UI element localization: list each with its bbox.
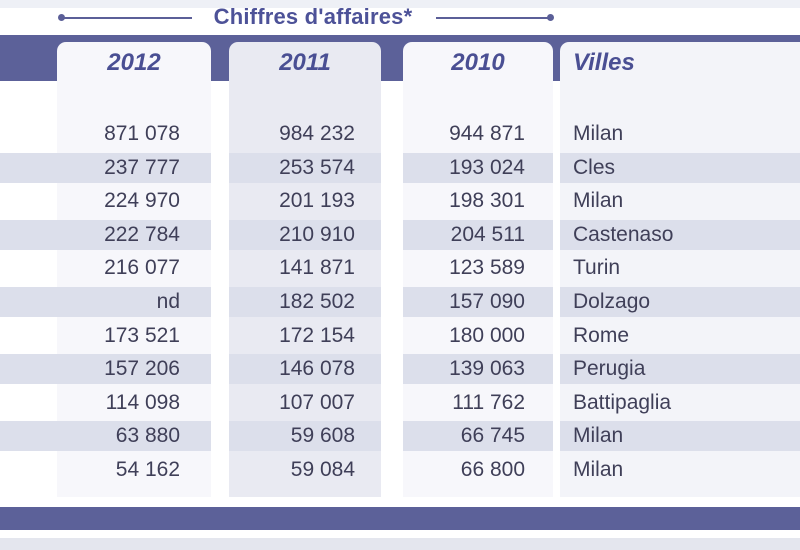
title-line-right (436, 17, 550, 19)
row-stripe (0, 354, 57, 385)
cell-2012: 54 162 (115, 458, 180, 481)
row-stripe (0, 152, 57, 183)
cell-2012: 157 206 (104, 357, 180, 381)
column-header-villes: Villes (573, 49, 635, 76)
cell-2010: 123 589 (449, 256, 525, 280)
cell-2012: 173 521 (104, 323, 180, 347)
row-stripe (0, 287, 57, 317)
cell-2011: 253 574 (279, 155, 355, 179)
row-stripe (403, 219, 553, 250)
cell-2010: 204 511 (450, 222, 525, 246)
cell-2011: 107 007 (279, 390, 355, 414)
row-stripe (229, 287, 381, 317)
cell-ville: Turin (573, 256, 621, 280)
row-stripe (403, 287, 553, 317)
title-line-left (62, 17, 192, 19)
row-stripe (560, 354, 800, 385)
cell-ville: Rome (573, 323, 630, 347)
column-2012 (57, 42, 211, 497)
row-stripe (57, 354, 211, 385)
cell-2012: 63 880 (115, 424, 180, 448)
cell-2011: 210 910 (279, 222, 355, 246)
row-stripe (57, 219, 211, 250)
row-stripe (403, 354, 553, 385)
table-row: 222 784 210 910 204 511 Castenaso (0, 219, 800, 251)
column-2010 (403, 42, 553, 497)
cell-ville: Milan (573, 424, 624, 448)
table-row: 157 206 146 078 139 063 Perugia (0, 353, 800, 385)
column-villes (560, 42, 800, 497)
table-row: 224 970 201 193 198 301 Milan (0, 185, 800, 217)
row-stripe (0, 421, 57, 452)
cell-2010: 193 024 (449, 155, 525, 179)
cell-2011: 141 871 (279, 256, 355, 280)
table-row: 54 162 59 084 66 800 Milan (0, 454, 800, 486)
top-rule (0, 0, 800, 8)
row-stripe (229, 421, 381, 452)
row-stripe (560, 152, 800, 183)
cell-ville: Milan (573, 458, 624, 481)
row-stripe (560, 287, 800, 317)
table-row: nd 182 502 157 090 Dolzago (0, 286, 800, 318)
row-stripe (403, 421, 553, 452)
table-row: 173 521 172 154 180 000 Rome (0, 320, 800, 352)
row-stripe (0, 219, 57, 250)
cell-2012: 224 970 (104, 189, 180, 213)
cell-ville: Milan (573, 189, 624, 213)
row-stripe (560, 219, 800, 250)
cell-2010: 139 063 (449, 357, 525, 381)
column-2011 (229, 42, 381, 497)
row-stripe (560, 421, 800, 452)
bottom-rule (0, 538, 800, 550)
table-title: Chiffres d'affaires* (213, 4, 413, 29)
cell-2012: 216 077 (104, 256, 180, 280)
row-stripe (57, 421, 211, 452)
cell-2011: 59 608 (290, 424, 355, 448)
cell-2011: 172 154 (279, 323, 355, 347)
cell-ville: Perugia (573, 357, 646, 381)
column-header-2012: 2012 (107, 49, 161, 76)
column-header-2010: 2010 (451, 49, 505, 76)
row-stripe (57, 152, 211, 183)
table-row: 114 098 107 007 111 762 Battipaglia (0, 387, 800, 419)
cell-2012: nd (156, 290, 180, 313)
table-row: 63 880 59 608 66 745 Milan (0, 420, 800, 452)
table-row: 216 077 141 871 123 589 Turin (0, 252, 800, 284)
cell-ville: Castenaso (573, 222, 674, 246)
table-row: 871 078 984 232 944 871 Milan (0, 118, 800, 150)
row-stripe (229, 219, 381, 250)
cell-2011: 182 502 (279, 290, 355, 313)
cell-2011: 201 193 (279, 189, 355, 213)
cell-2010: 944 871 (449, 122, 525, 145)
table-row: 237 777 253 574 193 024 Cles (0, 152, 800, 184)
cell-2011: 59 084 (290, 458, 355, 481)
cell-2011: 146 078 (279, 357, 355, 381)
footer-band (0, 507, 800, 530)
cell-2011: 984 232 (279, 122, 355, 145)
cell-2012: 222 784 (104, 222, 180, 246)
cell-ville: Battipaglia (573, 390, 672, 414)
cell-2010: 66 800 (460, 458, 525, 481)
row-stripe (229, 152, 381, 183)
cell-2010: 198 301 (449, 189, 525, 213)
cell-2012: 871 078 (104, 122, 180, 145)
title-line-right-dot (547, 14, 554, 21)
cell-2010: 66 745 (460, 424, 525, 448)
cell-2012: 114 098 (105, 390, 180, 414)
cell-ville: Milan (573, 122, 624, 145)
cell-2010: 111 762 (452, 390, 525, 414)
cell-2010: 157 090 (449, 290, 525, 313)
row-stripe (57, 287, 211, 317)
column-header-2011: 2011 (279, 49, 331, 76)
row-stripe (403, 152, 553, 183)
title-line-left-dot (58, 14, 65, 21)
cell-2012: 237 777 (104, 155, 180, 179)
cell-ville: Cles (573, 155, 616, 179)
cell-2010: 180 000 (449, 323, 525, 347)
row-stripe (229, 354, 381, 385)
cell-ville: Dolzago (573, 290, 651, 313)
